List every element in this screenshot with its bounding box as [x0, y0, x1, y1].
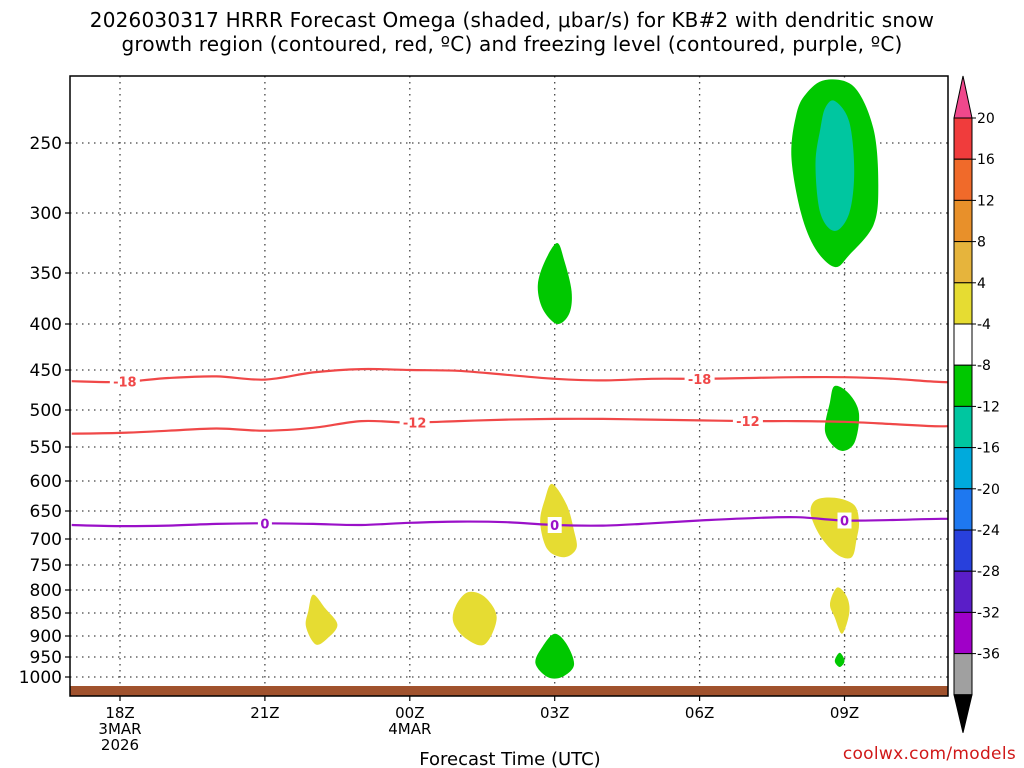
- colorbar-swatch: [953, 199, 973, 243]
- chart-title-line-2: growth region (contoured, red, ºC) and f…: [121, 32, 903, 56]
- colorbar-label: -20: [977, 482, 1000, 498]
- contour-label: -18: [688, 373, 712, 388]
- colorbar-swatch: [953, 653, 973, 696]
- y-tick-label: 350: [30, 264, 62, 284]
- chart-title-line-1: 2026030317 HRRR Forecast Omega (shaded, …: [89, 8, 935, 32]
- y-tick-label: 850: [30, 604, 62, 624]
- x-tick-label: 06Z: [685, 704, 714, 722]
- y-tick-label: 300: [30, 204, 62, 224]
- credit-link[interactable]: coolwx.com/models: [842, 744, 1016, 764]
- colorbar-label: 4: [977, 276, 986, 292]
- omega-downward-region: [305, 594, 338, 645]
- contour-label-bg: [837, 512, 852, 529]
- colorbar-swatch: [953, 282, 973, 325]
- contour-label-bg: [399, 414, 430, 431]
- omega-downward-region: [452, 591, 497, 646]
- colorbar-label: 8: [977, 235, 986, 251]
- contour-label: -12: [736, 415, 760, 430]
- y-tick-label: 650: [30, 502, 62, 522]
- omega-upward-region: [834, 652, 845, 667]
- y-tick-label: 550: [30, 438, 62, 458]
- y-tick-label: 950: [30, 648, 62, 668]
- x-tick-label: 3MAR: [98, 720, 141, 738]
- dgz-contour-line: [71, 367, 948, 384]
- colorbar-label: -16: [977, 441, 1000, 457]
- x-tick-label: 00Z: [395, 704, 424, 722]
- contour-label: 0: [840, 515, 849, 530]
- colorbar-swatch: [953, 447, 973, 490]
- colorbar-label: 20: [977, 111, 995, 127]
- colorbar-label: -36: [977, 647, 1000, 663]
- omega-downward-region: [810, 497, 860, 559]
- x-tick-label: 21Z: [250, 704, 279, 722]
- colorbar-label: -8: [977, 358, 991, 374]
- x-tick-label: 18Z: [105, 704, 134, 722]
- contour-label-bg: [547, 517, 562, 533]
- omega-downward-region: [829, 587, 850, 634]
- omega-upward-region: [815, 100, 855, 231]
- colorbar-swatch: [953, 241, 973, 284]
- x-axis-label: Forecast Time (UTC): [419, 749, 600, 768]
- omega-upward-region: [535, 633, 575, 679]
- plot-frame: [69, 75, 949, 697]
- y-tick-label: 750: [30, 556, 62, 576]
- y-tick-label: 600: [30, 472, 62, 492]
- colorbar-swatch: [953, 570, 973, 613]
- colorbar-label: 12: [977, 193, 995, 209]
- colorbar-arrow-top: [953, 75, 973, 119]
- contour-label: -12: [403, 416, 427, 431]
- colorbar-swatch: [953, 405, 973, 449]
- y-tick-label: 1000: [19, 668, 62, 688]
- omega-upward-region: [824, 385, 860, 451]
- contour-label-bg: [684, 370, 715, 387]
- colorbar-swatch: [953, 488, 973, 531]
- contour-label-bg: [732, 413, 763, 430]
- y-tick-label: 500: [30, 401, 62, 421]
- colorbar-swatch: [953, 323, 973, 366]
- colorbar-arrow-bottom: [953, 694, 973, 733]
- x-tick-label: 03Z: [540, 704, 569, 722]
- colorbar-swatch: [953, 158, 973, 201]
- dgz-contour-line: [71, 417, 948, 435]
- colorbar-label: -24: [977, 523, 1000, 539]
- colorbar-swatch: [953, 529, 973, 572]
- x-tick-label: 2026: [101, 736, 139, 754]
- colorbar-label: -28: [977, 564, 1000, 580]
- omega-upward-region: [537, 243, 572, 325]
- x-tick-label: 09Z: [830, 704, 859, 722]
- colorbar-label: -32: [977, 605, 1000, 621]
- y-tick-label: 900: [30, 627, 62, 647]
- contour-label: 0: [550, 519, 559, 534]
- omega-downward-region: [1016, 318, 1024, 426]
- colorbar-swatch: [953, 117, 973, 160]
- y-tick-label: 250: [30, 134, 62, 154]
- omega-downward-region: [1017, 601, 1024, 618]
- y-tick-label: 700: [30, 530, 62, 550]
- colorbar-label: 16: [977, 152, 995, 168]
- colorbar-label: -12: [977, 399, 1000, 415]
- ground-strip: [70, 686, 948, 696]
- y-tick-label: 450: [30, 361, 62, 381]
- contour-label-bg: [257, 515, 272, 532]
- colorbar-label: -4: [977, 317, 991, 333]
- x-tick-label: 4MAR: [388, 720, 431, 738]
- omega-upward-region: [999, 484, 1024, 576]
- contour-label: 0: [260, 517, 269, 532]
- y-tick-label: 800: [30, 581, 62, 601]
- contour-label-bg: [109, 373, 140, 390]
- y-tick-label: 400: [30, 315, 62, 335]
- colorbar-swatch: [953, 364, 973, 407]
- colorbar-swatch: [953, 611, 973, 655]
- contour-label: -18: [113, 376, 137, 391]
